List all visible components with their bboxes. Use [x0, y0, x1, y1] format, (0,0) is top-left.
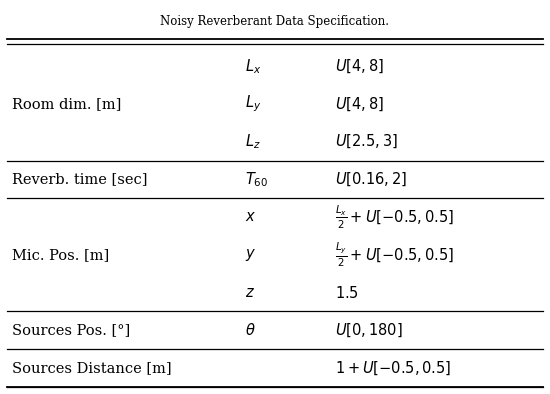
Text: $x$: $x$ — [245, 210, 256, 224]
Text: $L_x$: $L_x$ — [245, 57, 261, 76]
Text: Mic. Pos. [m]: Mic. Pos. [m] — [12, 248, 109, 262]
Text: $L_z$: $L_z$ — [245, 132, 261, 151]
Text: $z$: $z$ — [245, 286, 255, 299]
Text: Room dim. [m]: Room dim. [m] — [12, 97, 122, 111]
Text: Sources Pos. [°]: Sources Pos. [°] — [12, 323, 130, 337]
Text: $\frac{L_x}{2} + U[-0.5,0.5]$: $\frac{L_x}{2} + U[-0.5,0.5]$ — [335, 204, 454, 231]
Text: $U[0,180]$: $U[0,180]$ — [335, 322, 403, 339]
Text: $1.5$: $1.5$ — [335, 284, 359, 301]
Text: $T_{60}$: $T_{60}$ — [245, 170, 268, 189]
Text: $\theta$: $\theta$ — [245, 322, 256, 338]
Text: $U[4,8]$: $U[4,8]$ — [335, 58, 384, 75]
Text: $U[0.16,2]$: $U[0.16,2]$ — [335, 171, 408, 188]
Text: $\frac{L_y}{2} + U[-0.5,0.5]$: $\frac{L_y}{2} + U[-0.5,0.5]$ — [335, 240, 454, 269]
Text: $y$: $y$ — [245, 247, 256, 263]
Text: Sources Distance [m]: Sources Distance [m] — [12, 361, 172, 375]
Text: $U[4,8]$: $U[4,8]$ — [335, 95, 384, 113]
Text: $U[2.5,3]$: $U[2.5,3]$ — [335, 133, 398, 151]
Text: $1 + U[-0.5,0.5]$: $1 + U[-0.5,0.5]$ — [335, 359, 452, 377]
Text: $L_y$: $L_y$ — [245, 94, 261, 114]
Text: Noisy Reverberant Data Specification.: Noisy Reverberant Data Specification. — [161, 15, 389, 28]
Text: Reverb. time [sec]: Reverb. time [sec] — [12, 173, 148, 186]
